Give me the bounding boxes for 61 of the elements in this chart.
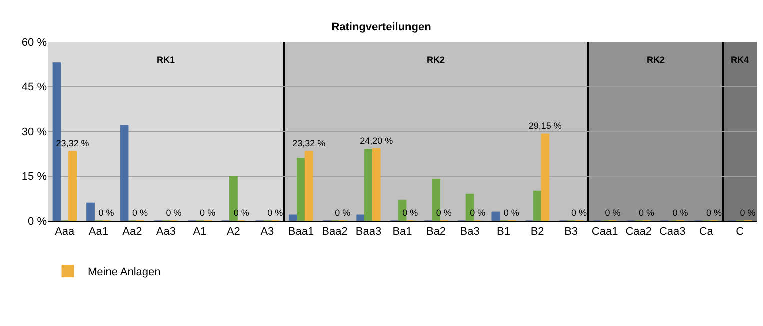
y-tick-label: 15 % [22,171,48,184]
bar [289,214,298,221]
x-tick-label: B2 [530,226,544,238]
y-tick-label: 0 % [28,216,48,228]
band-label: RK4 [731,55,750,65]
data-label: 0 % [605,208,621,218]
x-tick-label: Ba3 [460,226,480,238]
data-label: 0 % [571,208,587,218]
data-label: 0 % [132,208,148,218]
x-tick-label: Aa3 [156,226,176,238]
data-label: 0 % [166,208,182,218]
x-tick-label: Caa1 [592,226,618,238]
bar [432,178,440,221]
x-tick-label: Aaa [55,226,76,238]
x-tick-label: Baa3 [356,226,382,238]
bar [364,149,373,221]
data-label: 0 % [200,208,216,218]
y-tick-label: 30 % [22,126,48,138]
data-label: 0 % [335,208,351,218]
x-tick-label: Aa2 [122,226,142,238]
x-tick-label: Aa1 [88,226,108,238]
x-tick-label: A3 [260,226,274,238]
legend-label: Meine Anlagen [88,266,161,279]
data-label: 0 % [98,208,114,218]
bar [120,125,129,221]
x-tick-label: Baa1 [288,226,314,238]
chart-title: Ratingverteilungen [332,22,432,34]
x-tick-label: Baa2 [322,226,348,238]
data-label: 29,15 % [528,121,562,132]
x-tick-label: Ba1 [392,226,412,238]
bar [68,151,77,221]
x-tick-label: Ba2 [426,226,446,238]
data-label: 0 % [268,208,284,218]
x-tick-label: B3 [564,226,578,238]
x-tick-label: B1 [497,226,511,238]
y-tick-label: 60 % [22,36,48,49]
data-label: 0 % [706,208,722,218]
bar [492,212,500,221]
x-tick-label: Caa3 [659,226,686,238]
x-tick-label: A2 [226,226,240,238]
bar [86,202,95,221]
x-tick-label: C [736,226,744,238]
bar [541,134,550,221]
bar [230,176,238,221]
data-label: 0 % [504,208,520,218]
bar [304,151,314,221]
bar [297,158,306,221]
bar [372,148,381,221]
x-tick-label: Ca [699,226,714,238]
data-label: 23,32 % [292,138,326,148]
data-label: 0 % [638,208,654,218]
x-tick-label: A1 [193,226,207,238]
data-label: 24,20 % [360,136,394,146]
band-label: RK2 [647,55,666,65]
x-tick-label: Caa2 [626,226,652,238]
data-label: 0 % [672,208,688,218]
bar [356,214,366,221]
band-label: RK2 [427,55,446,65]
data-label: 0 % [740,208,756,218]
band-label: RK1 [157,55,176,65]
y-tick-label: 45 % [22,82,48,94]
